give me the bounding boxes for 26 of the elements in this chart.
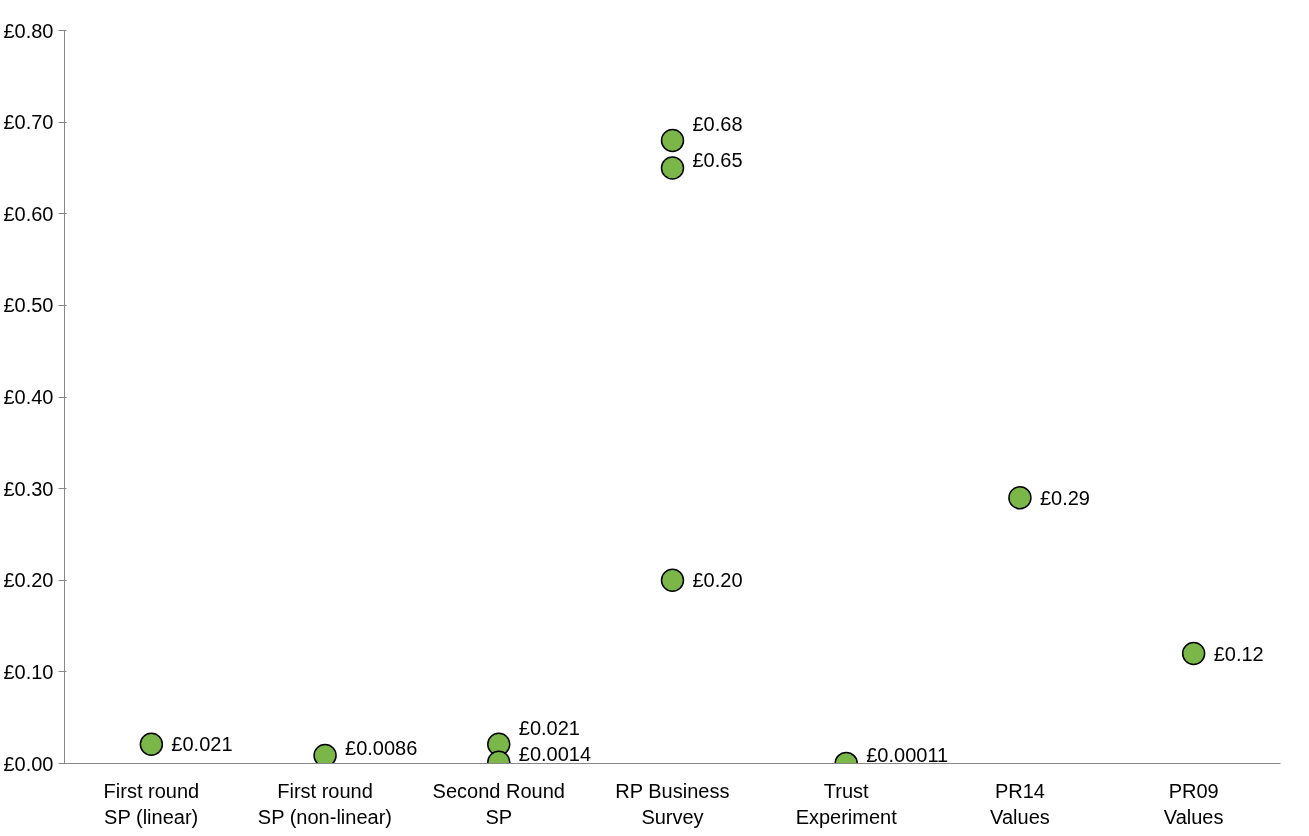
y-tick-label: £0.10 [3, 660, 54, 683]
data-label: £0.29 [1039, 486, 1090, 509]
y-tick-label: £0.00 [3, 752, 54, 775]
data-label: £0.0086 [345, 736, 418, 759]
x-tick-label: RP Business Survey [615, 779, 730, 828]
data-label: £0.021 [518, 717, 580, 740]
data-label: £0.00011 [866, 744, 949, 767]
y-tick-label: £0.50 [3, 294, 54, 317]
x-tick-label: PR09 Values [1163, 779, 1224, 828]
x-tick-label: Second Round SP [432, 779, 565, 828]
data-label: £0.021 [171, 733, 233, 756]
data-label: £0.65 [692, 148, 743, 171]
x-tick-label: First round SP (non-linear) [257, 779, 392, 828]
y-tick-label: £0.80 [3, 19, 54, 42]
y-tick-label: £0.20 [3, 569, 54, 592]
data-label: £0.68 [692, 113, 743, 136]
data-label: £0.0014 [518, 743, 592, 766]
y-tick-label: £0.30 [3, 477, 54, 500]
y-tick-label: £0.60 [3, 202, 54, 225]
x-tick-label: Trust Experiment [795, 779, 898, 828]
y-tick-label: £0.70 [3, 111, 54, 134]
y-tick-label: £0.40 [3, 386, 54, 408]
x-tick-label: PR14 Values [990, 779, 1050, 828]
x-tick-label: First round SP (linear) [103, 779, 200, 828]
data-label: £0.12 [1213, 642, 1264, 665]
data-label: £0.20 [692, 569, 743, 592]
